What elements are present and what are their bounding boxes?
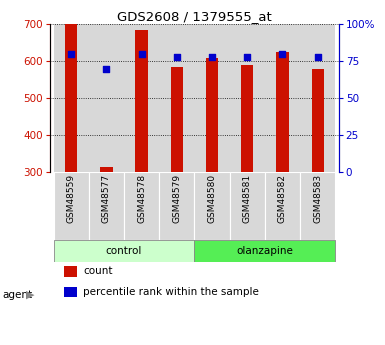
Text: GSM48583: GSM48583 [313, 174, 322, 224]
Bar [65, 287, 77, 297]
Text: GSM48579: GSM48579 [172, 174, 181, 224]
Point [315, 54, 321, 59]
Text: GSM48580: GSM48580 [208, 174, 216, 224]
Text: GSM48578: GSM48578 [137, 174, 146, 224]
Bar [241, 65, 253, 172]
Text: GSM48559: GSM48559 [67, 174, 76, 224]
Text: GSM48581: GSM48581 [243, 174, 252, 224]
Point [209, 54, 215, 59]
Text: olanzapine: olanzapine [236, 246, 293, 256]
Text: count: count [83, 266, 113, 276]
Bar [159, 24, 194, 172]
Text: control: control [106, 246, 142, 256]
Bar [229, 172, 265, 239]
Text: percentile rank within the sample: percentile rank within the sample [83, 287, 259, 297]
Bar [194, 24, 229, 172]
Bar [65, 266, 77, 277]
Title: GDS2608 / 1379555_at: GDS2608 / 1379555_at [117, 10, 272, 23]
Bar [206, 58, 218, 172]
Point [244, 54, 250, 59]
Text: ▶: ▶ [26, 290, 35, 300]
Bar [89, 24, 124, 172]
Bar [311, 69, 324, 172]
Bar [265, 24, 300, 172]
Bar [300, 172, 335, 239]
Bar [194, 172, 229, 239]
Text: GSM48577: GSM48577 [102, 174, 111, 224]
Bar [54, 172, 89, 239]
Bar [89, 172, 124, 239]
Bar [229, 24, 265, 172]
Point [280, 51, 286, 57]
Point [68, 51, 74, 57]
Text: GSM48582: GSM48582 [278, 174, 287, 223]
Bar [265, 172, 300, 239]
Bar [54, 24, 89, 172]
Bar [124, 172, 159, 239]
Bar [54, 239, 194, 263]
Bar [171, 68, 183, 172]
Bar [100, 167, 112, 172]
Point [103, 66, 109, 71]
Bar [136, 30, 148, 172]
Bar [124, 24, 159, 172]
Bar [300, 24, 335, 172]
Bar [65, 24, 77, 172]
Text: agent: agent [2, 290, 32, 300]
Bar [159, 172, 194, 239]
Bar [276, 52, 289, 172]
Bar [194, 239, 335, 263]
Point [174, 54, 180, 59]
Point [139, 51, 145, 57]
